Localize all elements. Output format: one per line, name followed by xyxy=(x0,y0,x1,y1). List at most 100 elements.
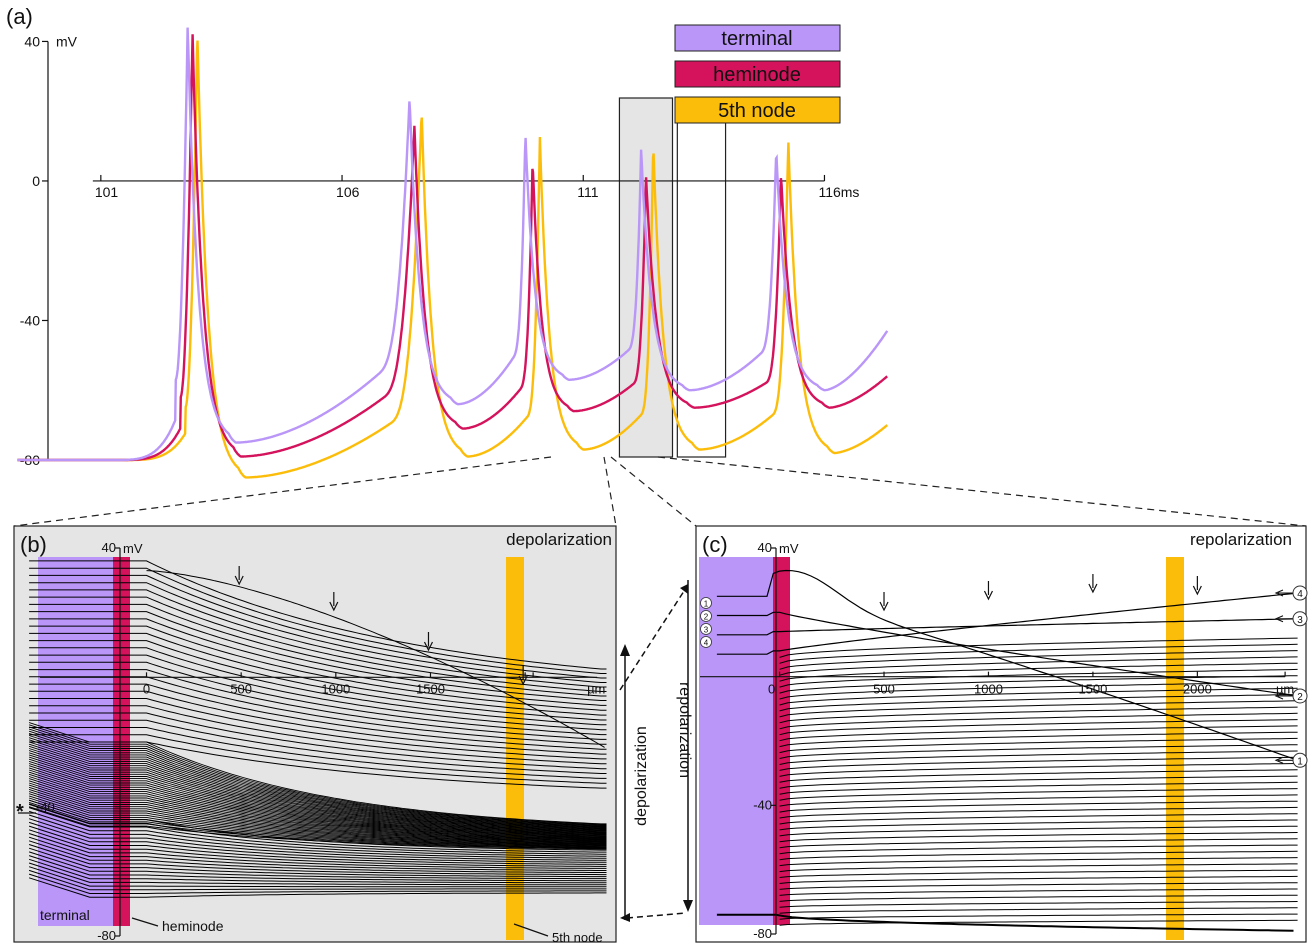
depolarization-trace xyxy=(28,780,607,842)
depolarization-trace xyxy=(29,727,607,779)
panel-a-traces xyxy=(17,27,889,479)
depolarization-trace xyxy=(28,724,607,825)
depolarization-trace xyxy=(28,793,607,846)
depolarization-trace xyxy=(29,574,607,679)
repolarization-trace xyxy=(779,719,1298,736)
repolarization-trace xyxy=(779,888,1298,896)
x-tick-label: 101 xyxy=(95,184,119,200)
panel-b-label: (b) xyxy=(20,532,47,557)
y-tick-label: -40 xyxy=(753,797,772,812)
depolarization-trace xyxy=(28,873,607,894)
depolarization-trace xyxy=(28,752,607,834)
depolarization-trace xyxy=(29,589,607,688)
y-tick-label: 40 xyxy=(102,540,116,555)
link-arrow-down xyxy=(626,912,687,919)
zoom-line-b-right xyxy=(603,456,617,527)
numbered-trace-2 xyxy=(716,611,1294,696)
x-tick-label: 1500 xyxy=(416,681,445,696)
trace-pointer-head-1 xyxy=(1274,756,1284,764)
repolarization-trace xyxy=(779,637,1298,658)
panel-c-axes: 0 500 1000 1500 2000 µm 40 -40 -80 mV xyxy=(700,540,1294,941)
depolarization-trace xyxy=(29,741,607,789)
depolarization-trace xyxy=(28,877,607,898)
numbered-trace-3 xyxy=(716,618,1294,636)
terminal-region-label: terminal xyxy=(40,907,90,923)
depolarization-trace xyxy=(28,750,607,833)
fifth-node-pointer xyxy=(513,923,549,937)
trace-marker-right-2 xyxy=(1292,688,1308,704)
y-unit-label: mV xyxy=(123,541,143,556)
y-tick-label: -80 xyxy=(97,928,116,943)
repolarization-trace xyxy=(779,882,1298,890)
panel-a-label: (a) xyxy=(6,4,33,29)
depolarization-trace xyxy=(29,712,607,770)
x-tick-label: 1500 xyxy=(1078,682,1107,697)
depolarization-trace xyxy=(29,698,607,760)
zoom-line-c-left xyxy=(610,456,697,527)
repolarization-trace xyxy=(779,813,1298,825)
depolarization-trace xyxy=(29,719,607,774)
depolarization-trace xyxy=(28,767,607,838)
trace-marker-left-1 xyxy=(700,597,712,609)
depolarization-trace xyxy=(28,844,607,876)
trace-marker-right-3 xyxy=(1292,611,1308,627)
repolarization-trace xyxy=(779,913,1298,920)
repolarization-trace xyxy=(779,907,1298,914)
depolarization-trace xyxy=(28,791,607,845)
depolarization-trace xyxy=(29,640,607,721)
x-tick-label: 1000 xyxy=(321,681,350,696)
trace-marker-right-1 xyxy=(1292,752,1308,768)
repolarization-trace xyxy=(779,869,1298,878)
depolarization-trace xyxy=(28,771,607,840)
depolarization-trace xyxy=(29,654,607,731)
depolarization-trace xyxy=(28,810,607,857)
repolarization-trace xyxy=(779,825,1298,837)
propagation-arrowhead xyxy=(423,641,434,652)
x-tick-label: 106 xyxy=(336,184,360,200)
depolarization-trace xyxy=(28,797,607,847)
link-arrowhead-down xyxy=(620,913,630,922)
depolarization-trace xyxy=(28,726,607,826)
window-depolarization xyxy=(618,97,674,458)
panel-c-chart: 0 500 1000 1500 2000 µm 40 -40 -80 mV (c) repolar… xyxy=(695,525,1308,943)
y-tick-label: -40 xyxy=(20,312,40,328)
propagation-arrowhead xyxy=(983,590,994,601)
depolarization-trace xyxy=(28,737,607,829)
depolarization-trace xyxy=(28,847,607,878)
depolarization-trace xyxy=(28,748,607,833)
x-tick-label: 116ms xyxy=(818,184,859,200)
panel-b-traces xyxy=(28,560,607,898)
zoom-connectors xyxy=(13,456,1307,527)
depolarization-trace xyxy=(28,821,607,863)
depolarization-trace xyxy=(28,818,607,861)
heminode-region-label: heminode xyxy=(162,918,224,934)
fifth-node-region-label: 5th node xyxy=(552,930,603,945)
repolarization-trace xyxy=(779,769,1298,783)
depolarization-trace xyxy=(28,782,607,843)
depolarization-front-trace xyxy=(146,570,605,748)
y-tick-label: 40 xyxy=(758,540,772,555)
depolarization-trace xyxy=(28,799,607,851)
repolarization-trace xyxy=(779,781,1298,795)
depolarization-trace xyxy=(28,741,607,831)
repolarization-trace xyxy=(779,700,1298,718)
repolarization-trace xyxy=(779,687,1298,706)
x-tick-label: µm xyxy=(1276,682,1294,697)
x-tick-label: 0 xyxy=(143,681,150,696)
fifth-node-region xyxy=(1166,557,1184,940)
trace-marker-right-label: 1 xyxy=(1297,756,1303,767)
legend-swatch-fifth-node xyxy=(674,96,841,124)
repolarization-trace xyxy=(779,857,1298,867)
trace-marker-left-label: 4 xyxy=(704,639,709,648)
depolarization-direction-label: depolarization xyxy=(633,726,650,826)
zoom-line-b-left xyxy=(13,456,552,527)
depolarization-trace xyxy=(28,840,607,873)
repolarization-baseline-trace xyxy=(716,913,1294,932)
panel-b-axes: 0 500 1000 1500 µm 40 -80 -40 mV xyxy=(18,540,605,943)
trace-number-markers: 1 1 2 2 3 3 4 4 xyxy=(700,585,1308,768)
repolarization-trace xyxy=(779,850,1298,861)
depolarization-trace xyxy=(28,866,607,888)
threshold-marker: * xyxy=(16,801,24,823)
trace-marker-right-label: 3 xyxy=(1297,615,1303,626)
